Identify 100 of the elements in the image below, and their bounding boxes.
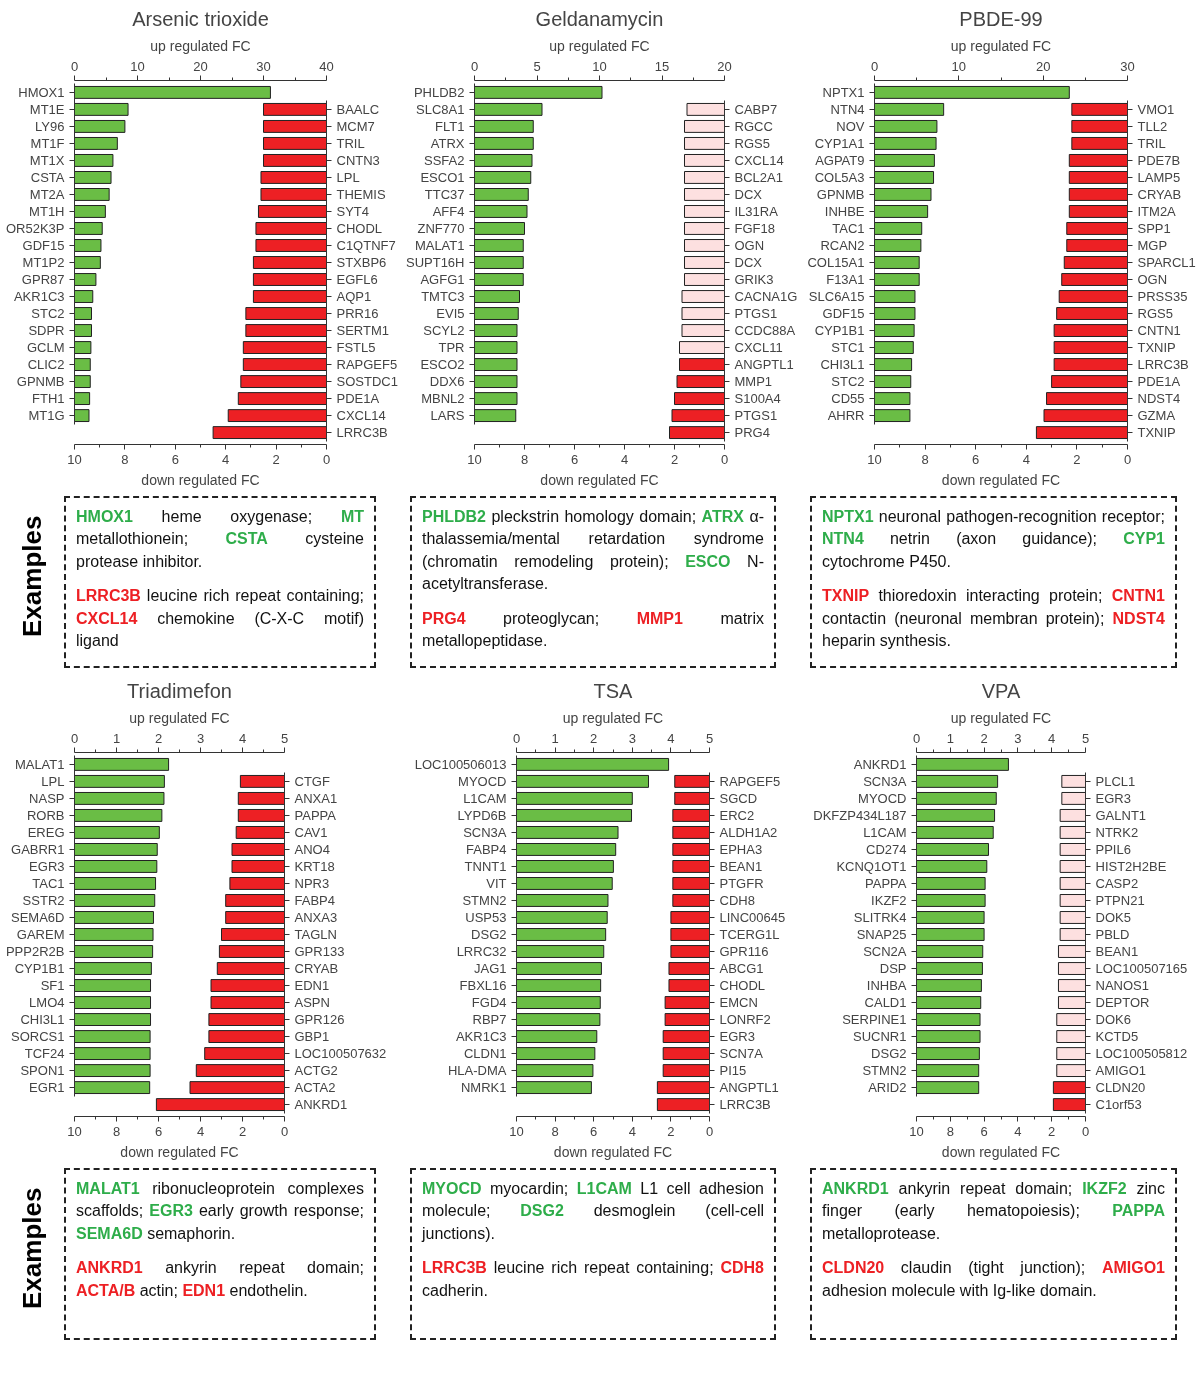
y-tick-label: PLCL1	[1095, 773, 1136, 789]
y-tick-label: SF1	[40, 978, 65, 994]
y-tick-label: AGPAT9	[815, 152, 865, 168]
x-tick-label: 30	[256, 58, 271, 74]
y-tick-label: LRRC32	[456, 944, 507, 960]
x-tick-label: 4	[667, 730, 675, 746]
y-tick-label: L1CAM	[463, 790, 507, 806]
bar	[474, 290, 520, 303]
y-tick-label: SLITRK4	[853, 909, 907, 925]
y-tick-label: ZNF770	[417, 220, 465, 236]
bar	[679, 358, 725, 372]
y-tick-label: LRRC3B	[719, 1097, 771, 1113]
bar	[684, 256, 725, 269]
bar	[916, 928, 985, 941]
y-tick-label: AHRR	[827, 408, 865, 424]
y-tick-label: GPNMB	[816, 186, 865, 202]
bar	[237, 392, 327, 406]
y-tick-label: LYPD6B	[457, 807, 507, 823]
y-tick-label: LY96	[35, 118, 65, 134]
x-axis-title: up regulated FC	[562, 709, 664, 726]
y-tick-label: SCN2A	[863, 944, 907, 960]
bar	[1056, 307, 1128, 320]
y-tick-label: BEAN1	[719, 858, 763, 874]
bar	[74, 290, 94, 303]
bar	[516, 1030, 598, 1044]
bar	[1051, 375, 1128, 389]
x-axis-title: down regulated FC	[941, 471, 1061, 488]
text: MALAT1 ribonucleoprotein complexes scaffolds; EGR3 early growth response; SEMA6D semaphorin.	[76, 1180, 364, 1242]
bar	[74, 894, 156, 907]
x-tick-label: 3	[1014, 730, 1022, 746]
bar	[516, 1013, 601, 1026]
y-tick-label: EGR3	[719, 1029, 755, 1045]
y-tick-label: EREG	[27, 824, 65, 840]
x-tick-label: 4	[196, 1123, 205, 1139]
bar	[1061, 791, 1086, 805]
y-tick-label: LOC100507165	[1095, 961, 1188, 977]
y-tick-label: CYP1B1	[14, 961, 65, 977]
bar	[1059, 843, 1086, 856]
bar	[874, 324, 915, 337]
y-tick-label: EGR3	[29, 858, 65, 874]
bar	[74, 996, 152, 1009]
y-tick-label: MT1H	[29, 203, 65, 219]
x-tick-label: 15	[654, 58, 670, 74]
x-tick-label: 0	[70, 58, 79, 74]
bar	[516, 911, 608, 924]
text: TXNIP thioredoxin interacting protein; CNTN1 contactin (neuronal membran protein); NDST4 heparin synthesis.	[822, 587, 1165, 649]
bar	[474, 409, 517, 423]
y-tick-label: RGS5	[1137, 306, 1173, 322]
bar	[74, 256, 101, 269]
text: Examples	[16, 1186, 48, 1311]
y-tick-label: L1CAM	[863, 824, 907, 840]
bar	[516, 996, 601, 1009]
y-tick-label: BCL2A1	[734, 169, 783, 185]
y-tick-label: ANGPTL1	[734, 357, 794, 373]
bar	[1059, 894, 1086, 907]
y-tick-label: SSFA2	[424, 152, 465, 168]
y-tick-label: CRYAB	[294, 961, 339, 977]
y-tick-label: ERC2	[719, 807, 755, 823]
y-tick-label: EDN1	[294, 978, 330, 994]
bar	[74, 774, 165, 788]
y-tick-label: COL15A1	[807, 255, 865, 270]
y-tick-label: PTPN21	[1095, 892, 1145, 908]
x-axis-title: up regulated FC	[549, 37, 650, 54]
bar	[474, 85, 603, 99]
bar	[474, 222, 525, 235]
y-tick-label: OGN	[734, 237, 765, 253]
bar	[189, 1081, 285, 1095]
y-tick-label: SORCS1	[11, 1029, 65, 1045]
y-tick-label: VIT	[486, 875, 507, 891]
y-tick-label: PDE1A	[336, 391, 380, 407]
x-tick-label: 0	[705, 1123, 714, 1139]
y-tick-label: STC2	[831, 374, 865, 390]
bar	[1068, 205, 1128, 218]
bar	[1053, 341, 1128, 354]
bar	[874, 171, 935, 184]
y-tick-label: F13A1	[826, 272, 865, 288]
bar	[916, 1013, 981, 1026]
bar	[874, 188, 932, 201]
y-tick-label: ANO4	[294, 841, 330, 857]
y-tick-label: STMN2	[462, 892, 507, 908]
bar	[684, 188, 725, 201]
y-tick-label: IL31RA	[734, 203, 779, 219]
x-tick-label: 20	[193, 58, 208, 74]
bar	[874, 409, 911, 423]
bar	[516, 808, 633, 822]
y-tick-label: S100A4	[734, 391, 781, 407]
bar	[229, 877, 285, 890]
y-tick-label: OGN	[1137, 272, 1168, 288]
y-tick-label: SEMA6D	[11, 909, 65, 925]
y-tick-label: PRR16	[336, 306, 379, 322]
bar	[916, 911, 985, 924]
bar	[516, 979, 602, 992]
y-tick-label: LONRF2	[719, 1012, 771, 1028]
bar	[1053, 358, 1128, 372]
y-tick-label: CHI3L1	[820, 357, 865, 373]
text: HMOX1 heme oxygenase; MT metallothionein; CSTA cysteine protease inhibitor.	[76, 508, 364, 570]
bar	[1053, 324, 1128, 337]
bar	[684, 136, 725, 150]
x-tick-label: 6	[980, 1123, 988, 1139]
y-tick-label: TCF24	[24, 1046, 65, 1062]
